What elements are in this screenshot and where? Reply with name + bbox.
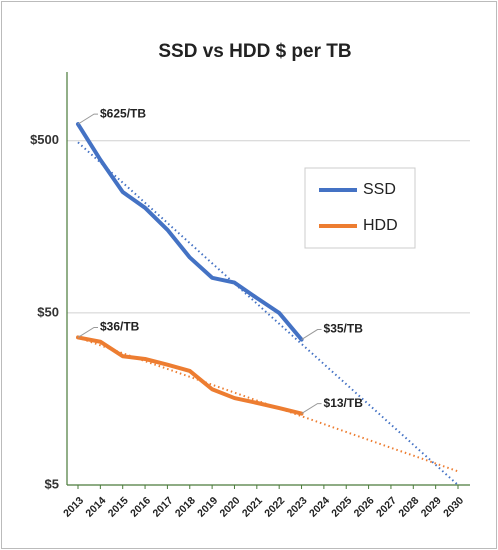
label-leader	[77, 326, 98, 338]
y-tick-label: $500	[30, 132, 59, 147]
y-tick-label: $50	[37, 304, 59, 319]
chart-title: SSD vs HDD $ per TB	[158, 41, 351, 62]
y-tick-label: $5	[45, 476, 59, 491]
data-label: $13/TB	[324, 396, 364, 410]
label-leader	[301, 403, 322, 415]
series-line	[76, 122, 304, 342]
legend-label: SSD	[363, 181, 396, 198]
legend-box	[304, 167, 416, 249]
data-label: $36/TB	[100, 320, 140, 334]
data-label: $35/TB	[324, 322, 364, 336]
data-label: $625/TB	[100, 106, 146, 120]
legend-label: HDD	[363, 217, 398, 234]
label-leader	[77, 113, 98, 125]
label-leader	[301, 329, 322, 340]
series-line	[76, 335, 304, 416]
